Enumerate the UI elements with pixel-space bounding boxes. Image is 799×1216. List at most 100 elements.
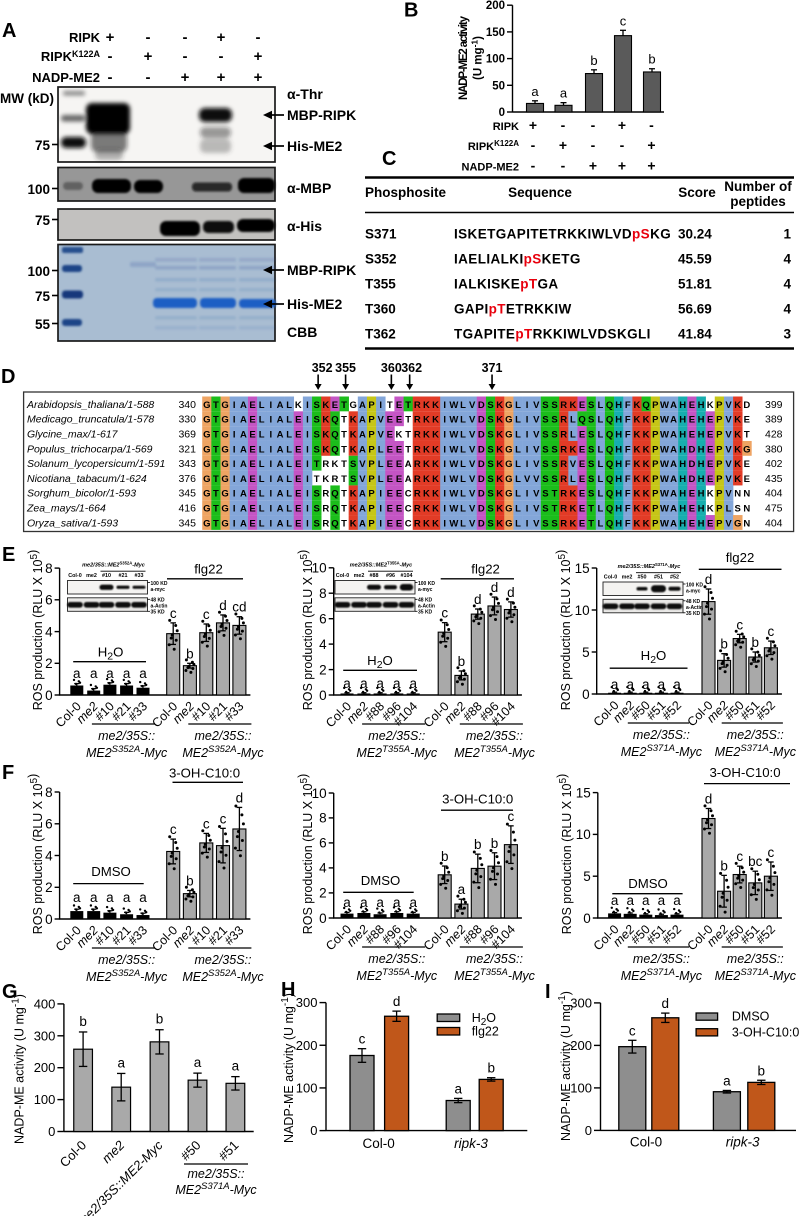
svg-text:-: -: [219, 48, 224, 65]
svg-text:I: I: [443, 489, 446, 500]
svg-text:T: T: [314, 459, 320, 470]
svg-text:L: L: [460, 415, 466, 426]
svg-text:T360: T360: [365, 302, 396, 317]
svg-text:P: P: [368, 489, 375, 500]
svg-text:Q: Q: [606, 489, 613, 500]
svg-text:435: 435: [765, 473, 783, 485]
svg-text:K: K: [634, 415, 641, 426]
svg-text:T: T: [314, 474, 320, 485]
svg-text:W: W: [449, 518, 458, 529]
svg-text:ME2S371A-Myc: ME2S371A-Myc: [621, 967, 703, 983]
svg-text:a: a: [90, 666, 98, 681]
svg-text:L: L: [460, 429, 466, 440]
svg-text:P: P: [652, 429, 659, 440]
svg-text:F: F: [625, 489, 631, 500]
svg-text:T: T: [341, 415, 347, 426]
svg-text:V: V: [533, 459, 540, 470]
svg-text:K: K: [432, 444, 439, 455]
svg-text:K: K: [634, 504, 641, 515]
svg-text:I: I: [233, 489, 236, 500]
svg-text:345: 345: [178, 517, 196, 529]
svg-text:K: K: [734, 474, 741, 485]
svg-text:a: a: [139, 890, 147, 905]
svg-text:352: 352: [312, 361, 333, 375]
svg-text:48 KD: 48 KD: [418, 598, 433, 604]
svg-text:H: H: [679, 415, 686, 426]
svg-text:I: I: [443, 518, 446, 529]
svg-text:V: V: [469, 474, 476, 485]
svg-text:b: b: [758, 1063, 766, 1078]
svg-text:T: T: [341, 474, 347, 485]
svg-text:D: D: [1, 366, 15, 388]
svg-text:NADP-ME2 activity: NADP-ME2 activity: [458, 15, 470, 100]
svg-text:K: K: [634, 474, 641, 485]
svg-text:K: K: [350, 489, 357, 500]
svg-text:S: S: [313, 444, 319, 455]
svg-text:K: K: [634, 444, 641, 455]
svg-text:3-OH-C10:0: 3-OH-C10:0: [442, 792, 513, 807]
svg-text:V: V: [533, 400, 540, 411]
svg-text:#21: #21: [119, 573, 128, 579]
svg-text:a: a: [458, 882, 466, 897]
svg-text:I: I: [443, 429, 446, 440]
svg-text:L: L: [597, 474, 603, 485]
svg-text:A: A: [670, 400, 677, 411]
svg-text:K: K: [643, 504, 650, 515]
svg-text:ME2S352A-Myc: ME2S352A-Myc: [182, 968, 264, 984]
svg-text:N: N: [743, 518, 750, 529]
svg-text:0: 0: [499, 107, 505, 119]
svg-text:GAPIpTETRKKIW: GAPIpTETRKKIW: [454, 302, 572, 317]
svg-text:A: A: [670, 474, 677, 485]
svg-text:P: P: [368, 400, 375, 411]
svg-text:399: 399: [765, 399, 783, 411]
svg-text:I: I: [270, 504, 273, 515]
svg-text:S: S: [588, 459, 594, 470]
svg-text:Medicago_truncatula/1-578: Medicago_truncatula/1-578: [27, 414, 154, 426]
svg-text:E: E: [249, 504, 255, 515]
svg-text:2: 2: [45, 656, 53, 671]
svg-text:T: T: [405, 429, 411, 440]
svg-text:a: a: [343, 895, 351, 910]
svg-text:Col-0: Col-0: [630, 1135, 662, 1150]
svg-text:R: R: [560, 459, 567, 470]
svg-text:d: d: [507, 585, 515, 600]
svg-text:W: W: [660, 429, 669, 440]
svg-text:150: 150: [486, 27, 505, 39]
svg-text:S: S: [487, 474, 493, 485]
svg-text:S: S: [487, 489, 493, 500]
svg-text:35 KD: 35 KD: [418, 609, 433, 615]
svg-text:Glycine_max/1-617: Glycine_max/1-617: [27, 428, 119, 440]
svg-text:3-OH-C10:0: 3-OH-C10:0: [709, 765, 780, 780]
svg-text:K: K: [350, 518, 357, 529]
svg-text:A: A: [670, 444, 677, 455]
svg-text:+: +: [618, 158, 626, 174]
svg-text:R: R: [414, 415, 421, 426]
svg-text:R: R: [560, 489, 567, 500]
svg-text:I: I: [270, 429, 273, 440]
svg-text:L: L: [460, 444, 466, 455]
svg-text:H: H: [679, 474, 686, 485]
svg-text:a: a: [626, 893, 634, 908]
svg-text:+: +: [144, 48, 153, 65]
svg-text:404: 404: [765, 517, 783, 529]
svg-text:ME2S352A-Myc: ME2S352A-Myc: [86, 968, 168, 984]
svg-text:me2/35S::: me2/35S::: [727, 952, 784, 966]
svg-text:100: 100: [34, 1092, 56, 1107]
svg-text:L: L: [726, 504, 732, 515]
svg-text:L: L: [570, 474, 576, 485]
svg-text:ROS production (RLU X 105): ROS production (RLU X 105): [26, 550, 45, 711]
svg-text:S: S: [542, 518, 548, 529]
svg-text:6: 6: [319, 612, 327, 627]
svg-text:R: R: [560, 400, 567, 411]
svg-text:a-Actin: a-Actin: [686, 605, 703, 611]
svg-text:S: S: [313, 489, 319, 500]
svg-text:T362: T362: [365, 327, 396, 342]
svg-text:ROS production (RLU X 105): ROS production (RLU X 105): [555, 774, 574, 935]
svg-text:L: L: [515, 459, 521, 470]
svg-text:-: -: [591, 137, 596, 153]
svg-text:ME2T355A-Myc: ME2T355A-Myc: [356, 967, 438, 983]
svg-text:V: V: [378, 429, 385, 440]
svg-text:W: W: [449, 400, 458, 411]
svg-text:C: C: [382, 148, 396, 170]
svg-text:a: a: [90, 890, 98, 905]
